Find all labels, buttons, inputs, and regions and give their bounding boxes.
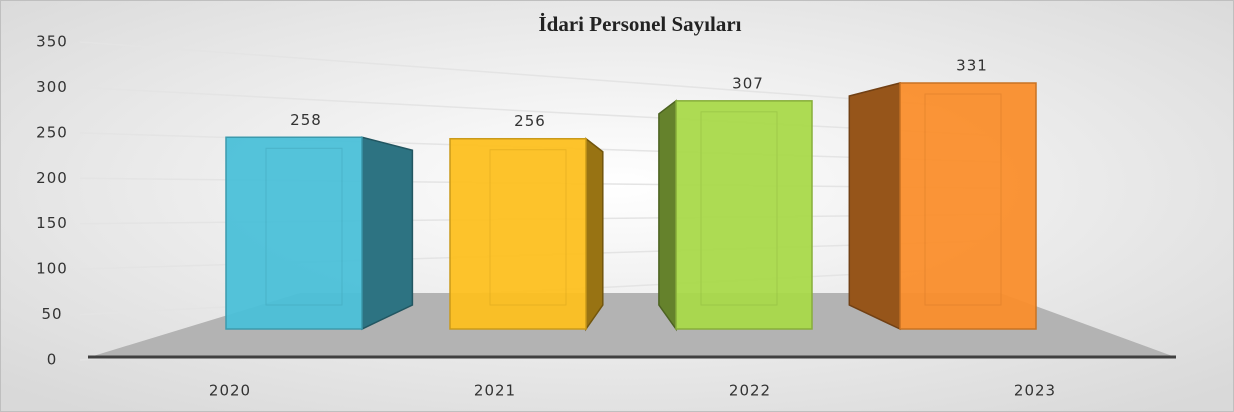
bar-side [585, 137, 604, 332]
bar-inner-edge [489, 149, 567, 306]
value-label: 331 [956, 57, 988, 75]
grid-line [79, 86, 1001, 137]
bar [449, 137, 587, 330]
bar [675, 100, 813, 330]
bar [899, 82, 1037, 330]
bar-side [658, 99, 677, 332]
y-tick-label: 350 [36, 33, 68, 51]
y-tick-label: 200 [36, 169, 68, 187]
bar-inner-edge [265, 147, 343, 306]
value-label: 258 [290, 111, 322, 129]
y-tick-label: 300 [36, 78, 68, 96]
x-tick-label: 2023 [1014, 382, 1056, 400]
x-tick-label: 2020 [209, 382, 251, 400]
bar-inner-edge [700, 111, 778, 306]
y-tick-label: 100 [36, 260, 68, 278]
grid-line [79, 41, 1001, 111]
y-tick-label: 0 [47, 351, 58, 369]
y-tick-label: 150 [36, 214, 68, 232]
y-tick-label: 50 [41, 305, 62, 323]
y-tick-label: 250 [36, 123, 68, 141]
bar-inner-edge [924, 93, 1002, 306]
bar-side [848, 82, 901, 331]
value-label: 256 [514, 112, 546, 130]
x-tick-label: 2021 [474, 382, 516, 400]
bar-side [361, 136, 414, 331]
chart-title: İdari Personel Sayıları [539, 12, 742, 36]
x-tick-label: 2022 [729, 382, 771, 400]
bar [225, 136, 363, 330]
value-label: 307 [732, 74, 764, 92]
